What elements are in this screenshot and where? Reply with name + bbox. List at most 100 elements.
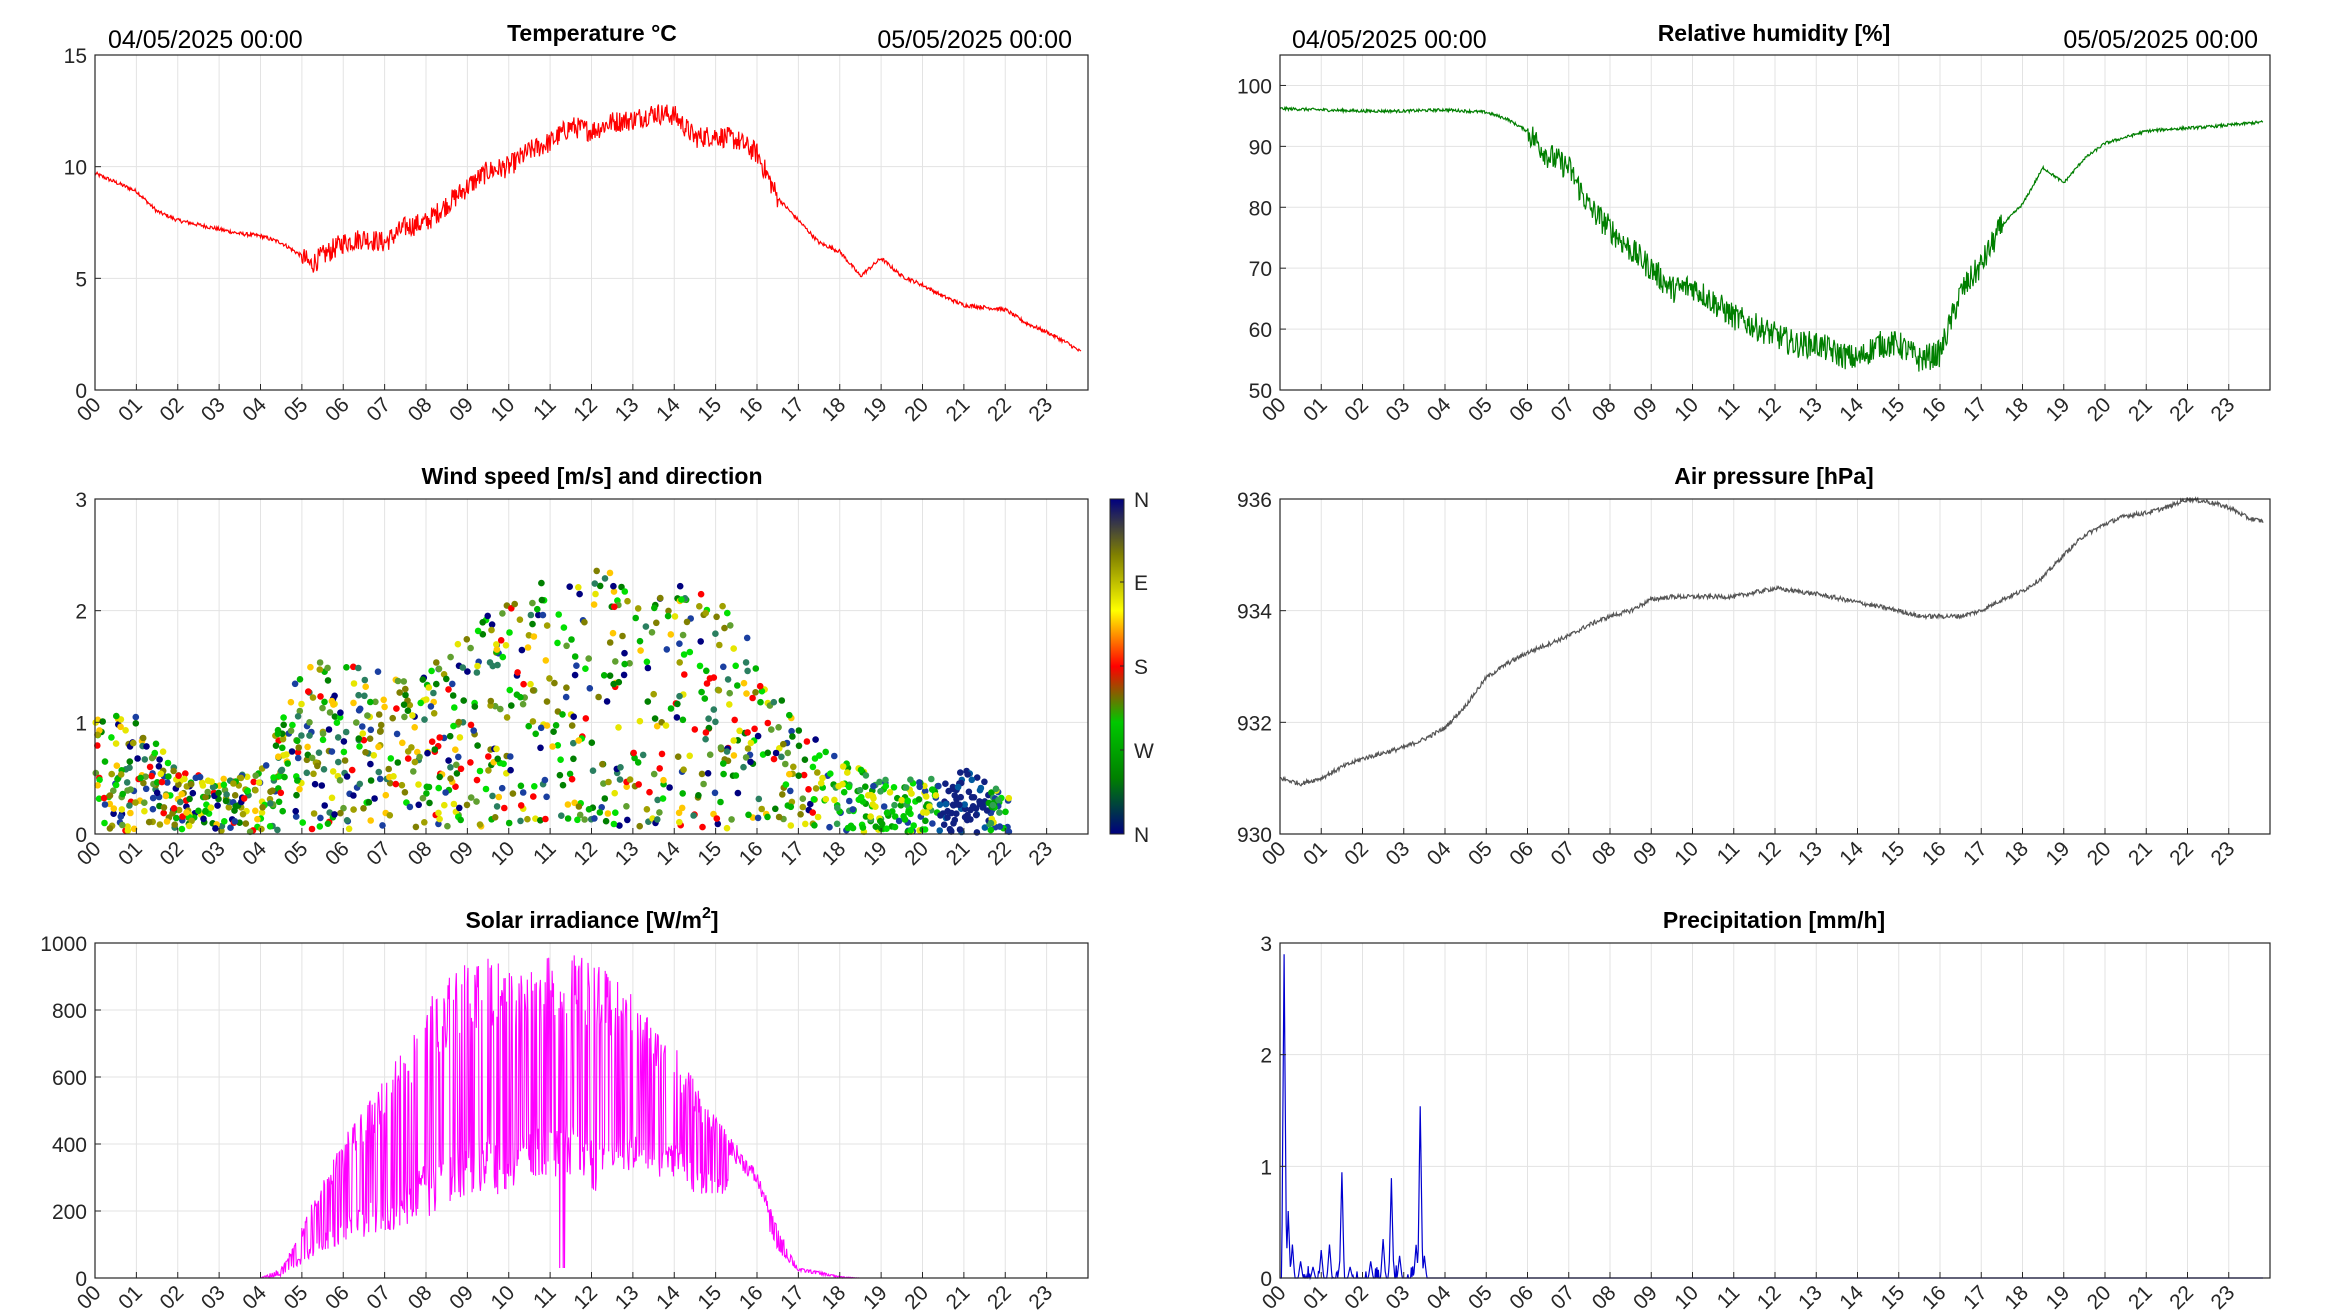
wind-point — [869, 801, 877, 808]
wind-point — [844, 769, 851, 776]
wind-point — [274, 730, 282, 738]
wind-point — [740, 679, 748, 687]
wind-point — [106, 800, 114, 808]
wind-point — [126, 758, 134, 765]
wind-point — [320, 766, 328, 773]
wind-point — [231, 792, 239, 799]
wind-point — [164, 759, 172, 767]
wind-point — [915, 796, 923, 803]
wind-point — [411, 724, 419, 731]
wind-point — [674, 700, 681, 708]
wind-point — [819, 774, 826, 782]
wind-point — [94, 782, 101, 789]
wind-point — [326, 709, 334, 716]
wind-point — [345, 825, 353, 833]
wind-point — [566, 770, 574, 778]
wind-point — [499, 653, 507, 661]
wind-point — [276, 772, 283, 780]
wind-point — [945, 787, 952, 795]
wind-point — [882, 782, 890, 790]
wind-point — [453, 770, 461, 777]
solar-xtick-label: 22 — [983, 1281, 1016, 1313]
wind-point — [890, 784, 898, 791]
wind-point — [524, 644, 532, 651]
wind-point — [442, 789, 449, 796]
wind-point — [392, 780, 400, 788]
wind-point — [335, 758, 342, 766]
wind-point — [447, 764, 454, 771]
wind-point — [423, 790, 430, 797]
wind-point — [812, 736, 819, 743]
wind-point — [530, 633, 538, 640]
solar-ytick-label: 1000 — [40, 933, 87, 956]
wind-point — [936, 827, 943, 834]
wind-point — [867, 813, 874, 820]
wind-point — [311, 780, 319, 788]
wind-point — [666, 784, 673, 791]
wind-point — [141, 807, 148, 815]
wind-point — [596, 809, 604, 816]
colorbar-label: N — [1134, 489, 1149, 512]
solar-xtick-label: 14 — [652, 1281, 685, 1313]
wind-point — [942, 780, 949, 787]
wind-point — [227, 824, 234, 831]
wind-point — [310, 810, 318, 817]
humidity-xtick-label: 09 — [1629, 393, 1662, 426]
wind-point — [269, 787, 276, 794]
wind-point — [602, 817, 610, 825]
temperature-ytick-label: 10 — [64, 157, 87, 180]
humidity-xtick-label: 18 — [2000, 393, 2033, 426]
wind-point — [834, 804, 841, 812]
wind-point — [259, 804, 266, 811]
wind-xtick-label: 17 — [776, 837, 809, 870]
wind-point — [156, 821, 164, 828]
wind-point — [778, 697, 786, 704]
solar-ytick-label: 200 — [52, 1201, 87, 1224]
wind-point — [145, 818, 153, 826]
wind-point — [951, 792, 958, 799]
wind-point — [428, 667, 435, 675]
wind-point — [525, 632, 533, 639]
wind-point — [883, 825, 890, 832]
humidity-xtick-label: 08 — [1588, 393, 1621, 426]
wind-point — [549, 743, 556, 750]
wind-point — [617, 764, 624, 771]
wind-point — [772, 805, 779, 813]
wind-point — [527, 611, 535, 619]
wind-point — [568, 775, 576, 783]
wind-point — [473, 669, 481, 676]
wind-point — [1005, 828, 1013, 835]
wind-point — [592, 590, 599, 598]
wind-point — [279, 807, 287, 815]
pressure-xtick-label: 18 — [2000, 837, 2033, 870]
wind-ytick-label: 0 — [75, 824, 87, 847]
wind-point — [348, 766, 356, 774]
wind-point — [452, 746, 459, 753]
wind-point — [616, 822, 623, 829]
wind-point — [880, 803, 888, 810]
wind-point — [787, 787, 794, 795]
wind-point — [132, 720, 140, 727]
wind-point — [822, 795, 830, 803]
precip-xtick-label: 02 — [1340, 1281, 1373, 1313]
wind-point — [665, 607, 672, 615]
wind-point — [605, 778, 612, 786]
wind-point — [467, 721, 475, 729]
temperature-ytick-label: 15 — [64, 45, 87, 68]
pressure-xtick-label: 14 — [1835, 837, 1868, 870]
wind-point — [883, 809, 891, 817]
wind-point — [695, 792, 702, 799]
wind-point — [343, 664, 350, 671]
wind-point — [400, 701, 408, 708]
wind-point — [814, 769, 821, 776]
precip-xtick-label: 01 — [1299, 1281, 1332, 1313]
wind-point — [237, 774, 245, 782]
wind-point — [679, 631, 687, 639]
wind-point — [132, 713, 140, 721]
wind-point — [127, 809, 134, 817]
wind-point — [922, 793, 930, 800]
solar-ytick-label: 600 — [52, 1067, 87, 1090]
wind-point — [377, 721, 385, 729]
wind-point — [467, 794, 475, 801]
wind-xtick-label: 12 — [569, 837, 602, 870]
